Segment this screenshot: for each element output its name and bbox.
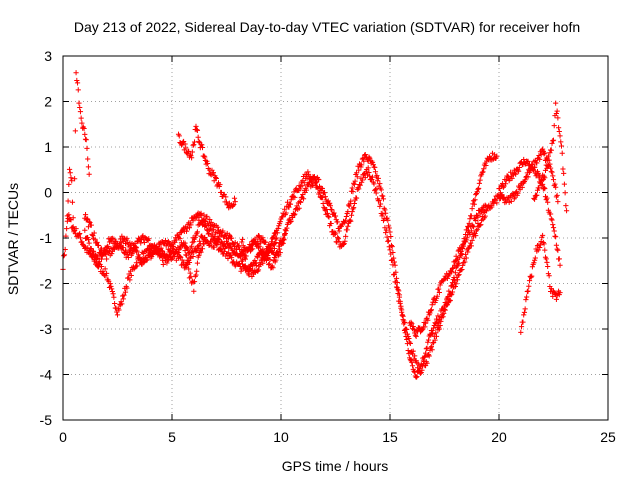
x-tick-label: 25 xyxy=(600,429,616,445)
y-tick-label: 2 xyxy=(44,94,52,110)
y-tick-label: -2 xyxy=(40,276,53,292)
data-point-group xyxy=(531,100,570,214)
data-point-group xyxy=(175,123,238,211)
data-point-group xyxy=(82,146,561,376)
y-tick-label: 0 xyxy=(44,185,52,201)
y-tick-label: -1 xyxy=(40,230,53,246)
data-point-group xyxy=(518,232,563,335)
axis-layer xyxy=(62,55,609,421)
y-axis-label: SDTVAR / TECUs xyxy=(5,183,21,295)
y-tick-label: 3 xyxy=(44,48,52,64)
x-tick-label: 5 xyxy=(168,429,176,445)
data-point-group xyxy=(182,235,208,294)
y-tick-label: -4 xyxy=(40,367,53,383)
data-point-group xyxy=(60,70,92,272)
y-tick-label: -3 xyxy=(40,321,53,337)
y-tick-label: 1 xyxy=(44,139,52,155)
data-point-group xyxy=(82,210,288,268)
data-point-group xyxy=(496,156,563,268)
grid-layer xyxy=(63,56,608,420)
data-point-group xyxy=(407,202,489,339)
data-point-group xyxy=(64,150,500,380)
x-tick-label: 0 xyxy=(59,429,67,445)
y-tick-label: -5 xyxy=(40,412,53,428)
x-tick-label: 10 xyxy=(273,429,289,445)
data-layer xyxy=(60,70,570,380)
x-tick-label: 15 xyxy=(382,429,398,445)
x-axis-label: GPS time / hours xyxy=(282,458,389,474)
tick-label-layer: 0 5 10 15 20 25 -5 -4 -3 -2 -1 0 1 2 3 xyxy=(40,48,616,445)
x-tick-label: 20 xyxy=(491,429,507,445)
data-point-group xyxy=(239,235,280,280)
chart-title: Day 213 of 2022, Sidereal Day-to-day VTE… xyxy=(74,19,580,35)
